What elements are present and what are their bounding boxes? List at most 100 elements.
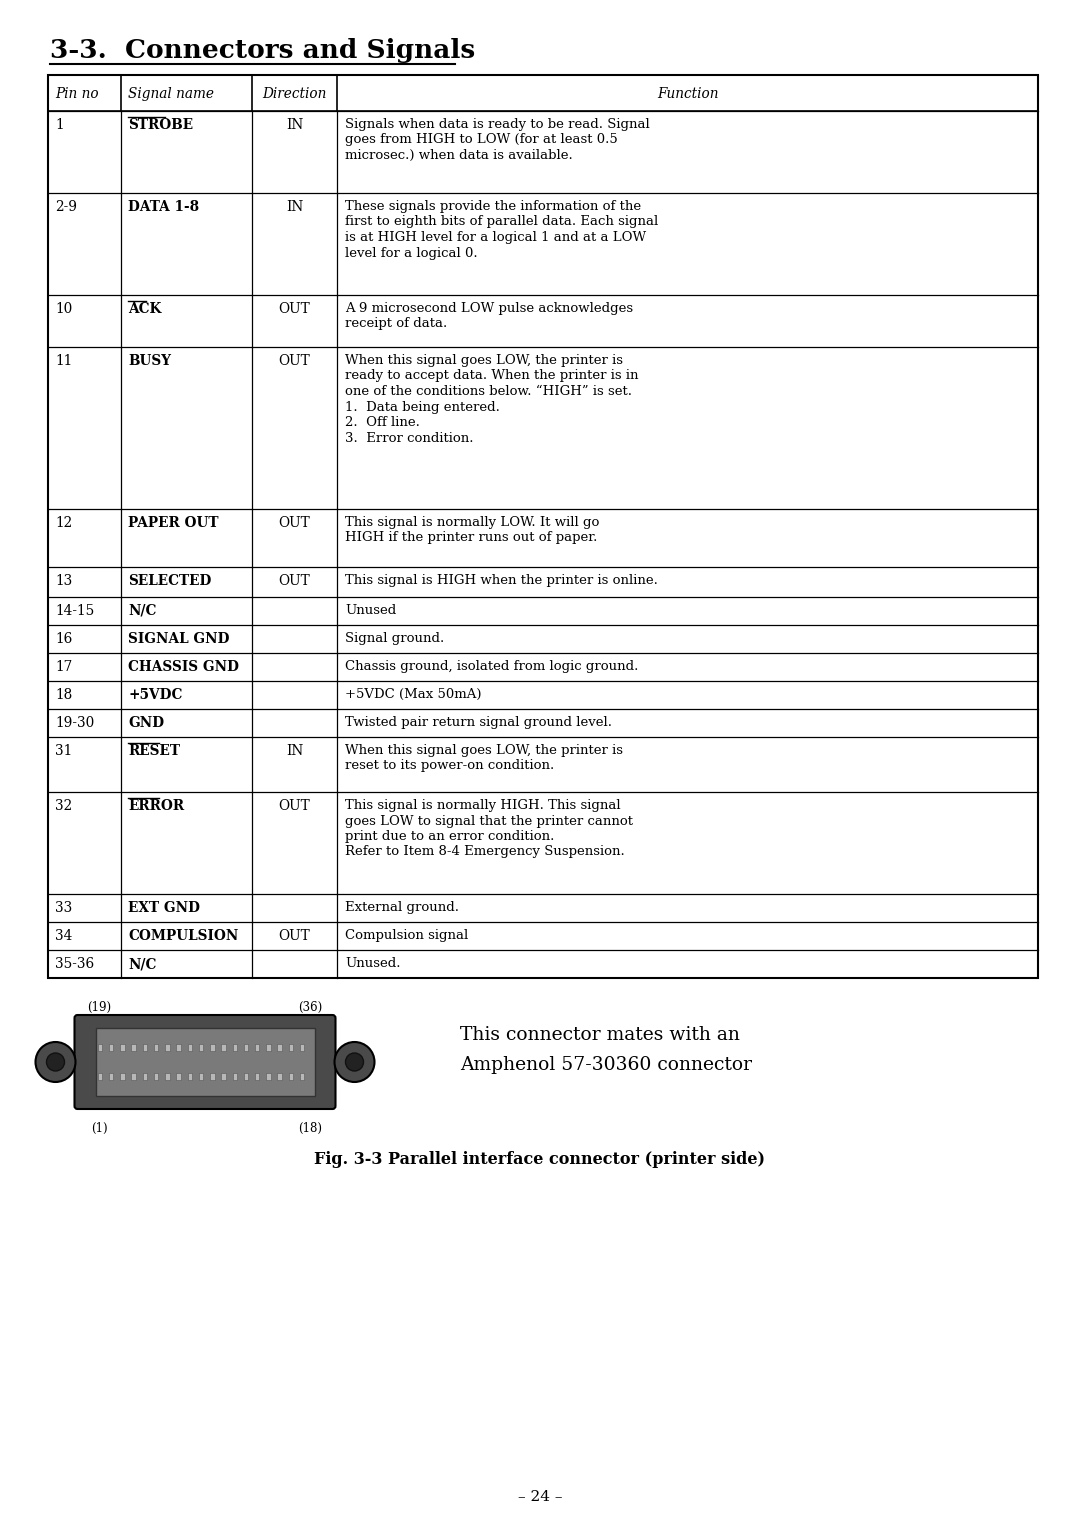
Text: 16: 16 <box>55 632 72 645</box>
Bar <box>176 1073 180 1081</box>
Bar <box>266 1073 271 1081</box>
Bar <box>143 1073 147 1081</box>
Text: reset to its power-on condition.: reset to its power-on condition. <box>346 759 554 773</box>
Text: This connector mates with an: This connector mates with an <box>460 1026 740 1044</box>
Text: SELECTED: SELECTED <box>129 573 212 589</box>
Text: BUSY: BUSY <box>129 354 172 368</box>
Text: Refer to Item 8-4 Emergency Suspension.: Refer to Item 8-4 Emergency Suspension. <box>346 846 625 858</box>
Bar <box>199 1073 203 1081</box>
Text: 34: 34 <box>55 929 72 943</box>
Bar <box>210 1073 215 1081</box>
Text: 2.  Off line.: 2. Off line. <box>346 415 420 429</box>
Text: print due to an error condition.: print due to an error condition. <box>346 829 554 843</box>
Text: ERROR: ERROR <box>129 799 185 812</box>
Text: IN: IN <box>286 199 303 215</box>
Bar <box>165 1044 170 1050</box>
Circle shape <box>346 1053 364 1072</box>
Text: N/C: N/C <box>129 604 157 618</box>
Text: one of the conditions below. “HIGH” is set.: one of the conditions below. “HIGH” is s… <box>346 385 632 399</box>
Text: 32: 32 <box>55 799 72 812</box>
Bar <box>221 1044 226 1050</box>
Text: OUT: OUT <box>279 517 310 530</box>
Bar <box>288 1073 293 1081</box>
Bar <box>244 1044 248 1050</box>
Text: 1.  Data being entered.: 1. Data being entered. <box>346 400 500 414</box>
Text: – 24 –: – 24 – <box>517 1490 563 1504</box>
Bar <box>120 1044 124 1050</box>
Text: Signals when data is ready to be read. Signal: Signals when data is ready to be read. S… <box>346 118 650 130</box>
Text: 14-15: 14-15 <box>55 604 94 618</box>
Text: Function: Function <box>657 87 718 101</box>
Text: When this signal goes LOW, the printer is: When this signal goes LOW, the printer i… <box>346 354 623 366</box>
FancyBboxPatch shape <box>75 1015 336 1108</box>
Bar <box>288 1044 293 1050</box>
Bar <box>48 75 1038 978</box>
Text: CHASSIS GND: CHASSIS GND <box>129 661 240 675</box>
Bar <box>95 1029 314 1096</box>
Text: HIGH if the printer runs out of paper.: HIGH if the printer runs out of paper. <box>346 532 597 544</box>
Bar <box>165 1073 170 1081</box>
Bar <box>132 1073 136 1081</box>
Text: IN: IN <box>286 744 303 757</box>
Text: 33: 33 <box>55 901 72 915</box>
Text: GND: GND <box>129 716 164 730</box>
Text: STROBE: STROBE <box>129 118 193 132</box>
Text: This signal is normally HIGH. This signal: This signal is normally HIGH. This signa… <box>346 799 621 812</box>
Text: External ground.: External ground. <box>346 901 459 914</box>
Bar <box>300 1044 305 1050</box>
Text: goes LOW to signal that the printer cannot: goes LOW to signal that the printer cann… <box>346 814 633 828</box>
Bar <box>109 1044 113 1050</box>
Circle shape <box>335 1042 375 1082</box>
Text: Unused.: Unused. <box>346 957 401 970</box>
Text: OUT: OUT <box>279 354 310 368</box>
Text: Signal name: Signal name <box>129 87 214 101</box>
Circle shape <box>46 1053 65 1072</box>
Text: (19): (19) <box>87 1001 111 1013</box>
Bar <box>176 1044 180 1050</box>
Text: Direction: Direction <box>262 87 326 101</box>
Text: N/C: N/C <box>129 957 157 970</box>
Text: OUT: OUT <box>279 799 310 812</box>
Bar <box>244 1073 248 1081</box>
Text: 18: 18 <box>55 688 72 702</box>
Bar <box>300 1073 305 1081</box>
Bar <box>98 1073 103 1081</box>
Text: 3-3.  Connectors and Signals: 3-3. Connectors and Signals <box>50 38 475 63</box>
Text: COMPULSION: COMPULSION <box>129 929 239 943</box>
Text: first to eighth bits of parallel data. Each signal: first to eighth bits of parallel data. E… <box>346 216 659 228</box>
Text: +5VDC: +5VDC <box>129 688 183 702</box>
Bar <box>120 1073 124 1081</box>
Text: 11: 11 <box>55 354 72 368</box>
Text: 19-30: 19-30 <box>55 716 94 730</box>
Text: OUT: OUT <box>279 929 310 943</box>
Text: 1: 1 <box>55 118 64 132</box>
Text: OUT: OUT <box>279 302 310 316</box>
Text: Pin no: Pin no <box>55 87 98 101</box>
Text: 13: 13 <box>55 573 72 589</box>
Bar <box>232 1073 237 1081</box>
Bar <box>199 1044 203 1050</box>
Bar <box>188 1044 192 1050</box>
Text: When this signal goes LOW, the printer is: When this signal goes LOW, the printer i… <box>346 744 623 757</box>
Text: Amphenol 57-30360 connector: Amphenol 57-30360 connector <box>460 1056 752 1075</box>
Bar <box>266 1044 271 1050</box>
Text: OUT: OUT <box>279 573 310 589</box>
Text: ACK: ACK <box>129 302 162 316</box>
Bar <box>255 1044 259 1050</box>
Text: microsec.) when data is available.: microsec.) when data is available. <box>346 149 572 162</box>
Bar <box>278 1073 282 1081</box>
Text: Chassis ground, isolated from logic ground.: Chassis ground, isolated from logic grou… <box>346 661 638 673</box>
Bar <box>143 1044 147 1050</box>
Text: 17: 17 <box>55 661 72 675</box>
Text: 12: 12 <box>55 517 72 530</box>
Bar <box>132 1044 136 1050</box>
Text: (1): (1) <box>91 1122 108 1134</box>
Text: This signal is normally LOW. It will go: This signal is normally LOW. It will go <box>346 517 599 529</box>
Bar <box>188 1073 192 1081</box>
Bar <box>153 1044 159 1050</box>
Bar <box>255 1073 259 1081</box>
Text: 35-36: 35-36 <box>55 957 94 970</box>
Text: 2-9: 2-9 <box>55 199 77 215</box>
Text: This signal is HIGH when the printer is online.: This signal is HIGH when the printer is … <box>346 573 658 587</box>
Text: EXT GND: EXT GND <box>129 901 200 915</box>
